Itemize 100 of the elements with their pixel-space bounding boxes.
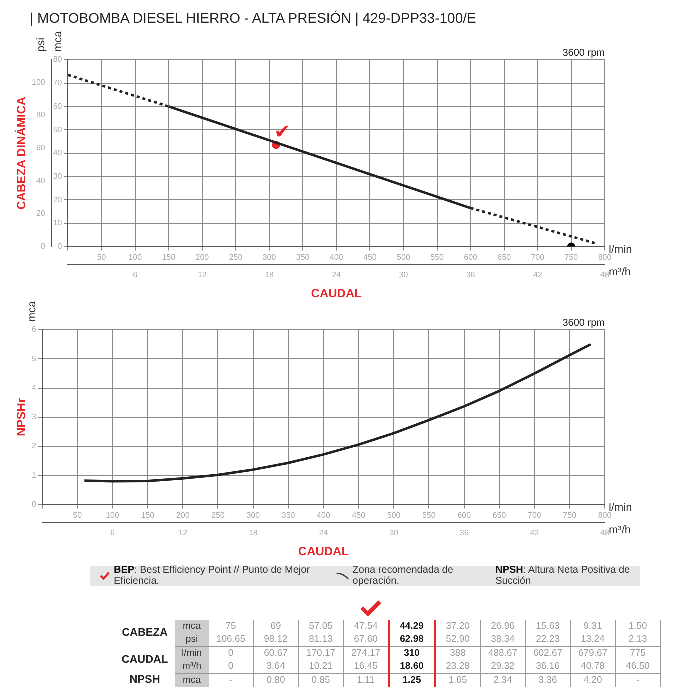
y-tick-label: 10 — [53, 218, 63, 228]
text: - — [636, 675, 640, 686]
x-tick-label: 250 — [229, 252, 244, 262]
x-tick-label: 650 — [492, 510, 507, 520]
text: 1.25 — [402, 675, 422, 686]
category-label: psi — [186, 634, 198, 645]
text: 13.24 — [581, 634, 605, 645]
x2-tick-label: 36 — [466, 270, 476, 280]
x-tick-label: 300 — [262, 252, 277, 262]
text: 2.34 — [494, 675, 512, 686]
text: 29.32 — [491, 661, 515, 672]
text: 274.17 — [351, 648, 381, 659]
x-tick-label: 300 — [246, 510, 261, 520]
text: 52.90 — [446, 634, 470, 645]
y2-axis-title: psi — [35, 38, 48, 52]
x2-axis-title: m³/h — [609, 524, 631, 536]
text: 81.13 — [309, 634, 333, 645]
text: 44.29 — [400, 621, 424, 632]
x-tick-label: 600 — [464, 252, 478, 262]
y-tick-label: 80 — [53, 55, 63, 64]
y-tick-label: 0 — [32, 500, 37, 510]
text: 170.17 — [306, 648, 336, 659]
text: 775 — [630, 648, 646, 659]
text: CABEZA DINÁMICA — [14, 96, 28, 210]
x2-tick-label: 30 — [390, 528, 400, 538]
y-tick-label: 2 — [32, 442, 37, 451]
text: NPSH: Altura Neta Positiva de Succión — [496, 565, 632, 587]
text: 9.31 — [584, 621, 602, 632]
y-tick-label: 20 — [53, 195, 63, 204]
text: 62.98 — [400, 634, 424, 645]
x2-tick-label: 12 — [178, 528, 188, 538]
text: 60.67 — [264, 648, 288, 659]
text: 67.60 — [354, 634, 378, 645]
text: 15.63 — [536, 621, 560, 632]
text: 0 — [228, 648, 234, 659]
text: 40.78 — [581, 661, 605, 672]
x2-tick-label: 12 — [198, 270, 208, 280]
text: 75 — [226, 621, 236, 632]
x-tick-label: 750 — [563, 510, 578, 520]
x-tick-label: 750 — [564, 252, 579, 262]
annotation: ✔ — [274, 119, 292, 144]
category-label: l/min — [182, 648, 202, 659]
category-label: mca — [183, 675, 201, 686]
x-tick-label: 700 — [531, 252, 546, 262]
text: 1.65 — [448, 675, 468, 686]
x-tick-label: 700 — [528, 510, 542, 520]
text: Zona recomendada de operación. — [352, 565, 454, 587]
x2-tick-label: 42 — [533, 270, 543, 280]
x-tick-label: 150 — [141, 510, 156, 520]
text: 47.54 — [354, 621, 378, 632]
text: 0 — [228, 661, 234, 672]
text: CAUDAL — [311, 286, 362, 300]
text: 310 — [404, 648, 420, 659]
x2-tick-label: 30 — [399, 270, 409, 280]
text: 69 — [270, 621, 282, 632]
x-tick-label: 550 — [422, 510, 436, 520]
text: 488.67 — [488, 648, 518, 659]
text: CAUDAL — [120, 653, 170, 668]
text: 36.16 — [536, 661, 560, 672]
y-tick-label: 1 — [32, 470, 37, 480]
text: 1.11 — [357, 675, 375, 686]
x-tick-label: 650 — [498, 252, 512, 262]
chart-title: | MOTOBOMBA DIESEL HIERRO - ALTA PRESIÓN | 429-DPP33-100/E — [30, 10, 476, 26]
text: - — [229, 675, 233, 686]
text: 602.67 — [533, 648, 563, 659]
text: 1.50 — [628, 621, 648, 632]
text: 37.20 — [446, 621, 470, 632]
y-tick-label: 3 — [32, 412, 37, 422]
y-tick-label: 70 — [53, 78, 63, 88]
x-tick-label: 450 — [352, 510, 366, 520]
y2-tick-label: 100 — [32, 78, 46, 87]
x-tick-label: 50 — [73, 510, 83, 520]
x-tick-label: 400 — [330, 252, 344, 262]
x-tick-label: 350 — [296, 252, 310, 262]
text: 3600 rpm — [562, 48, 605, 59]
x-tick-label: 200 — [176, 510, 190, 520]
y-tick-label: 4 — [32, 383, 37, 392]
text: 16.45 — [354, 661, 378, 672]
x2-tick-label: 36 — [460, 528, 470, 538]
x2-tick-label: 18 — [265, 270, 275, 280]
x-tick-label: 450 — [363, 252, 378, 262]
y-tick-label: 50 — [53, 125, 63, 134]
y-tick-label: 60 — [53, 102, 63, 111]
text: 98.12 — [264, 634, 288, 645]
text: 23.28 — [446, 661, 470, 672]
x2-tick-label: 18 — [248, 528, 258, 538]
text: NPSH — [128, 674, 162, 687]
text: 4.20 — [584, 675, 602, 686]
x2-tick-label: 42 — [530, 528, 540, 538]
x-tick-label: 100 — [106, 510, 120, 520]
x2-axis-title: m³/h — [609, 266, 631, 278]
y-axis-title: mca — [52, 30, 64, 52]
category-label: m³/h — [182, 661, 202, 672]
text: 388 — [450, 648, 466, 659]
text: 3.64 — [266, 661, 286, 672]
x-tick-label: 400 — [317, 510, 331, 520]
x-tick-label: 50 — [97, 252, 107, 262]
text: 22.23 — [536, 634, 560, 645]
y-tick-label: 5 — [32, 354, 37, 364]
y-tick-label: 30 — [53, 172, 63, 181]
